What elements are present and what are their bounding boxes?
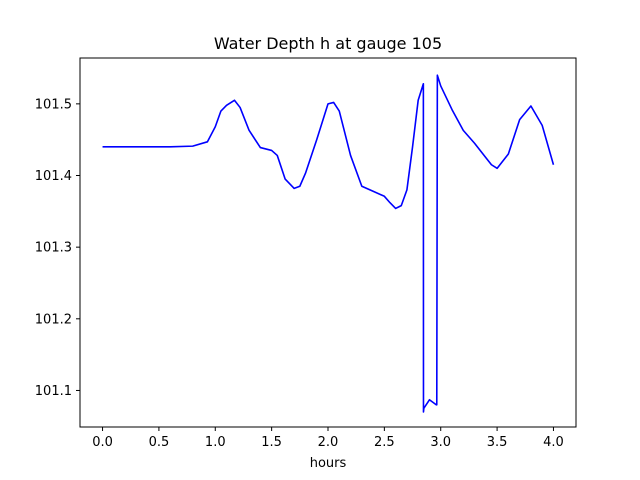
y-tick-label: 101.5 xyxy=(35,97,72,112)
x-tick-label: 0.0 xyxy=(92,435,113,450)
series-layer xyxy=(102,74,555,413)
x-axis-label: hours xyxy=(310,456,347,471)
chart-title: Water Depth h at gauge 105 xyxy=(214,34,442,53)
x-tick-label: 3.5 xyxy=(487,435,508,450)
x-tick-label: 2.0 xyxy=(318,435,339,450)
x-tick-label: 2.5 xyxy=(374,435,395,450)
x-axis: 0.0 0.5 1.0 1.5 2.0 2.5 3.0 3.5 4.0 xyxy=(92,427,564,450)
plot-area xyxy=(80,58,576,427)
y-tick-label: 101.3 xyxy=(35,241,72,256)
x-tick-label: 1.0 xyxy=(205,435,226,450)
x-tick-label: 0.5 xyxy=(149,435,170,450)
y-tick-label: 101.4 xyxy=(35,169,72,184)
y-axis: 101.1 101.2 101.3 101.4 101.5 xyxy=(35,97,80,399)
x-tick-label: 1.5 xyxy=(261,435,282,450)
x-tick-label: 4.0 xyxy=(543,435,564,450)
y-tick-label: 101.2 xyxy=(35,312,72,327)
series-line-0 xyxy=(102,74,555,413)
y-tick-label: 101.1 xyxy=(35,384,72,399)
x-tick-label: 3.0 xyxy=(430,435,451,450)
